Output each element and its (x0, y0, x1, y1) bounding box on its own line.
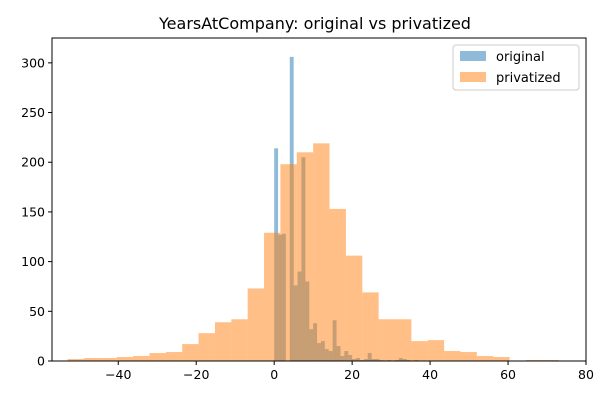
chart-title: YearsAtCompany: original vs privatized (158, 14, 471, 33)
bar-privatized-1 (83, 358, 101, 361)
bar-privatized-6 (165, 352, 183, 361)
x-tick-label: −20 (183, 367, 209, 382)
bar-privatized-18 (362, 292, 379, 361)
bar-privatized-20 (395, 319, 412, 361)
plot-frame (51, 37, 587, 362)
legend-swatch-privatized (460, 72, 486, 82)
bar-privatized-14 (296, 152, 314, 361)
bar-privatized-22 (427, 340, 445, 361)
bar-privatized-2 (100, 358, 117, 361)
bar-privatized-16 (329, 208, 346, 361)
bar-privatized-8 (198, 333, 215, 361)
y-tick-label: 200 (21, 155, 45, 170)
bar-privatized-24 (460, 352, 477, 361)
bar-privatized-11 (247, 288, 265, 361)
bar-privatized-3 (116, 357, 134, 361)
x-tick-label: 0 (270, 367, 278, 382)
bar-privatized-19 (378, 319, 396, 361)
bar-privatized-0 (67, 359, 84, 361)
y-tick-label: 100 (21, 254, 45, 269)
bar-privatized-7 (182, 344, 199, 361)
axes-layer: −40 −20 0 20 40 60 80 0 50 100 150 200 250 300 (21, 55, 594, 382)
x-tick-label: 60 (500, 367, 516, 382)
bar-privatized-23 (444, 351, 461, 361)
bar-privatized-9 (214, 322, 232, 361)
legend-swatch-original (460, 51, 486, 61)
legend-label-privatized: privatized (496, 71, 561, 86)
x-tick-label: 80 (578, 367, 594, 382)
bar-privatized-15 (313, 143, 330, 361)
y-tick-label: 300 (21, 55, 45, 70)
bar-privatized-4 (133, 356, 150, 361)
y-tick-label: 250 (21, 105, 45, 120)
bar-privatized-5 (149, 353, 166, 361)
x-tick-label: 20 (344, 367, 360, 382)
bar-privatized-13 (280, 164, 297, 361)
y-tick-label: 50 (29, 304, 45, 319)
legend-label-original: original (496, 50, 545, 65)
legend: original privatized (452, 44, 580, 91)
bar-privatized-21 (411, 341, 428, 361)
bar-privatized-25 (476, 356, 494, 361)
bar-privatized-12 (264, 232, 281, 361)
bar-privatized-26 (493, 357, 510, 361)
x-tick-label: 40 (422, 367, 438, 382)
bar-privatized-10 (231, 319, 248, 361)
bars-layer (67, 56, 559, 361)
y-tick-label: 150 (21, 204, 45, 219)
x-tick-label: −40 (105, 367, 131, 382)
bar-privatized-17 (345, 255, 363, 361)
series-privatized (67, 143, 559, 361)
y-tick-label: 0 (37, 354, 45, 369)
